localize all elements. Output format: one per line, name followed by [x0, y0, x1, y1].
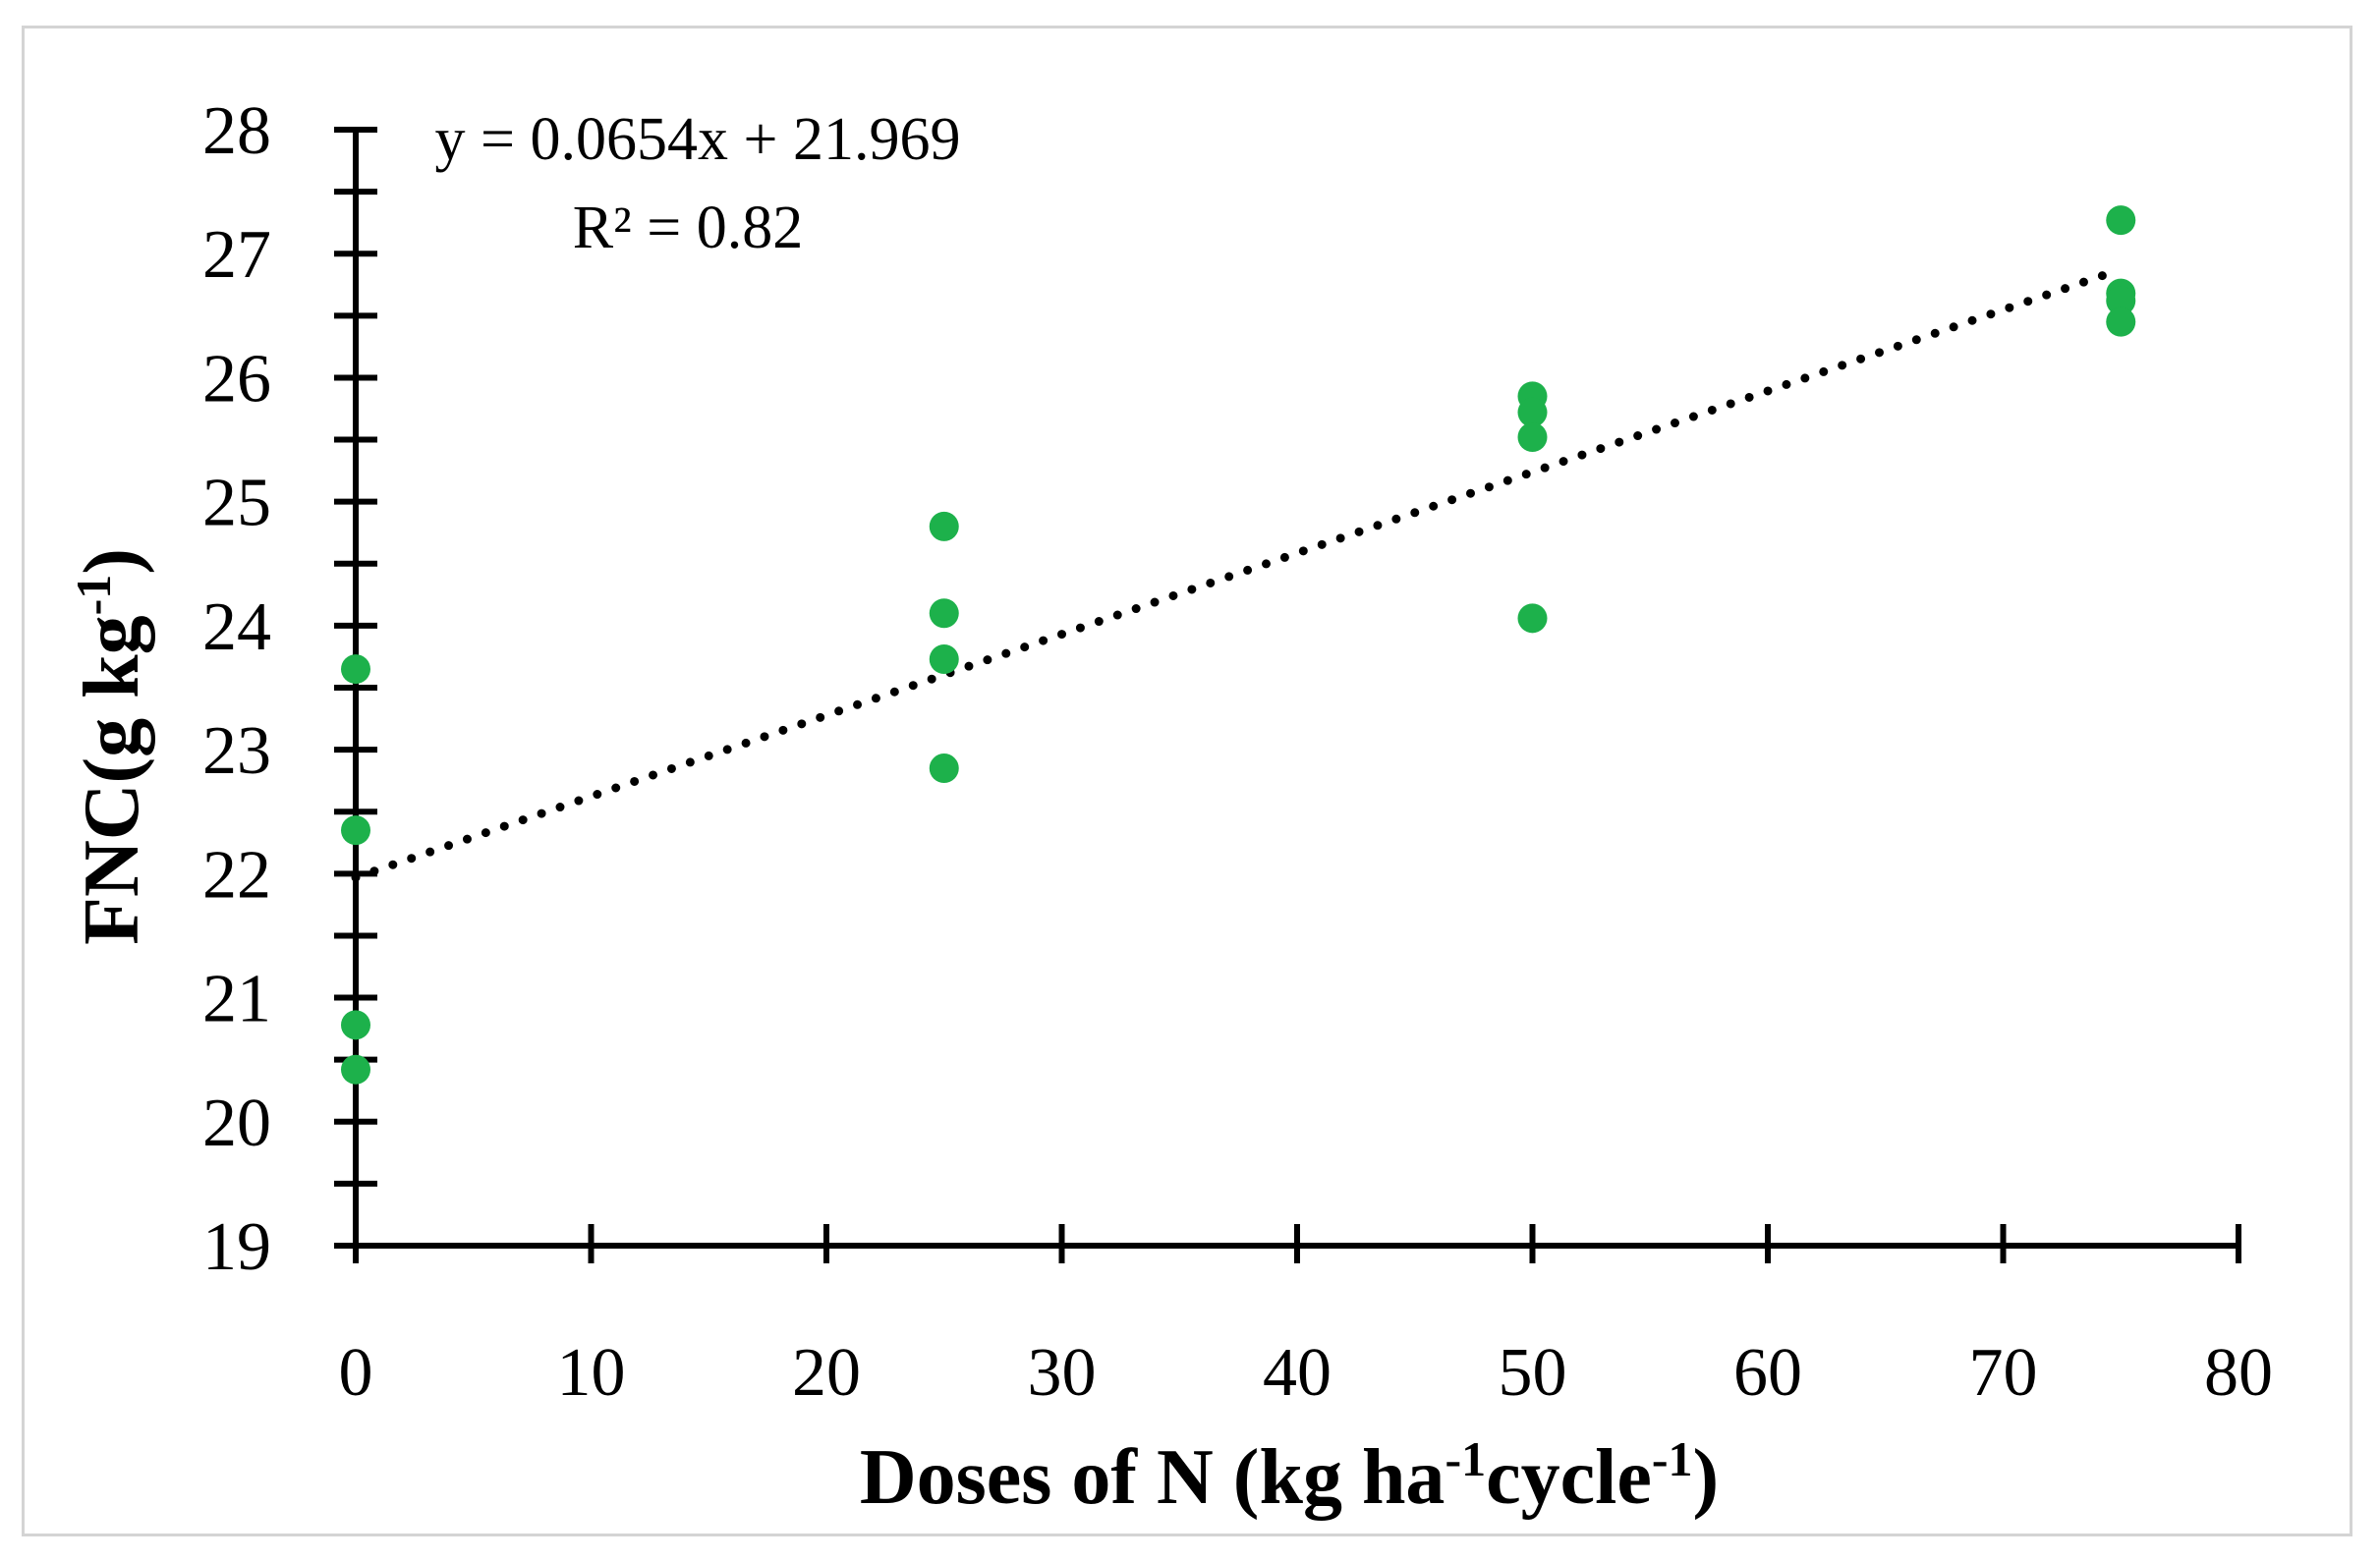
y-tick-label: 26	[202, 341, 271, 417]
y-tick-label: 24	[202, 589, 271, 665]
x-tick-label: 20	[792, 1335, 861, 1411]
data-point	[341, 1054, 370, 1085]
data-point	[341, 654, 370, 685]
x-tick-label: 40	[1263, 1335, 1332, 1411]
y-axis-title: FNC(g kg-1)	[66, 548, 155, 945]
x-axis-title: Doses of N (kg ha-1cycle-1)	[860, 1431, 1719, 1521]
y-tick-label: 19	[202, 1209, 271, 1285]
y-tick-label: 25	[202, 466, 271, 541]
x-tick-label: 0	[339, 1335, 373, 1411]
y-tick-label: 20	[202, 1086, 271, 1161]
data-point	[2106, 286, 2136, 316]
y-tick-label: 22	[202, 837, 271, 913]
y-tick-label: 21	[202, 962, 271, 1037]
x-tick-label: 80	[2204, 1335, 2273, 1411]
r-squared-annotation: R² = 0.82	[573, 195, 803, 261]
data-point	[929, 643, 959, 674]
data-point	[1517, 422, 1548, 453]
axes: 19 20 21 22 23 24 25 26 27 28 0 10 20 30 40 50 60 70 80	[202, 93, 2273, 1411]
x-tick-label: 30	[1028, 1335, 1097, 1411]
data-point	[2106, 205, 2136, 236]
data-point	[929, 753, 959, 784]
x-tick-label: 70	[1969, 1335, 2038, 1411]
y-tick-label: 28	[202, 93, 271, 169]
trendline-group	[351, 264, 2125, 882]
x-tick-label: 50	[1499, 1335, 1567, 1411]
x-tick-label: 60	[1733, 1335, 1802, 1411]
data-point	[341, 1010, 370, 1040]
data-point	[1517, 603, 1548, 634]
data-point	[2106, 307, 2136, 337]
data-point	[341, 815, 370, 846]
x-tick-label: 10	[557, 1335, 626, 1411]
data-point	[1517, 397, 1548, 427]
chart-frame	[22, 26, 2352, 1536]
data-points	[341, 205, 2136, 1085]
data-point	[929, 511, 959, 541]
equation-annotation: y = 0.0654x + 21.969	[435, 106, 961, 173]
data-point	[929, 598, 959, 629]
y-tick-label: 27	[202, 217, 271, 293]
y-tick-label: 23	[202, 713, 271, 789]
trendline	[351, 264, 2125, 882]
